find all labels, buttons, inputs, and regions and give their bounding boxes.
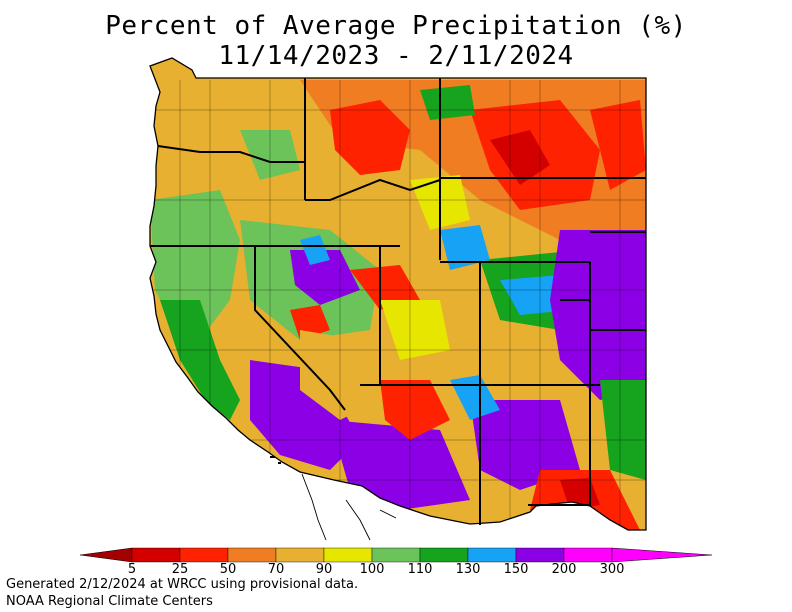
- legend-swatch: [179, 547, 229, 563]
- generated-note: Generated 2/12/2024 at WRCC using provis…: [6, 577, 359, 592]
- legend-swatch: [419, 547, 469, 563]
- legend-tick-label: 300: [599, 562, 625, 577]
- date-range: 11/14/2023 - 2/11/2024: [218, 41, 574, 71]
- legend-swatch: [131, 547, 181, 563]
- mexico-border: [301, 473, 397, 541]
- legend-tick-label: 150: [503, 562, 529, 577]
- source-credit: NOAA Regional Climate Centers: [6, 594, 213, 609]
- channel-islands: [270, 456, 281, 464]
- legend-tick-label: 5: [127, 562, 137, 577]
- legend-arrow-high: [611, 547, 713, 563]
- legend-swatch: [323, 547, 373, 563]
- legend-tick-label: 100: [359, 562, 385, 577]
- legend-swatch: [515, 547, 565, 563]
- precipitation-field: [150, 58, 646, 530]
- color-legend: [79, 547, 713, 563]
- legend-tick-label: 70: [267, 562, 285, 577]
- county-boundaries: [150, 80, 646, 530]
- legend-swatch: [563, 547, 613, 563]
- map-title: Percent of Average Precipitation (%): [105, 11, 687, 41]
- legend-tick-label: 110: [407, 562, 433, 577]
- legend-tick-label: 90: [315, 562, 333, 577]
- legend-tick-label: 50: [219, 562, 237, 577]
- legend-swatch: [227, 547, 277, 563]
- legend-swatch: [371, 547, 421, 563]
- legend-tick-label: 200: [551, 562, 577, 577]
- legend-swatch: [467, 547, 517, 563]
- legend-tick-label: 25: [171, 562, 189, 577]
- legend-swatch: [275, 547, 325, 563]
- legend-tick-label: 130: [455, 562, 481, 577]
- legend-arrow-low: [79, 547, 133, 563]
